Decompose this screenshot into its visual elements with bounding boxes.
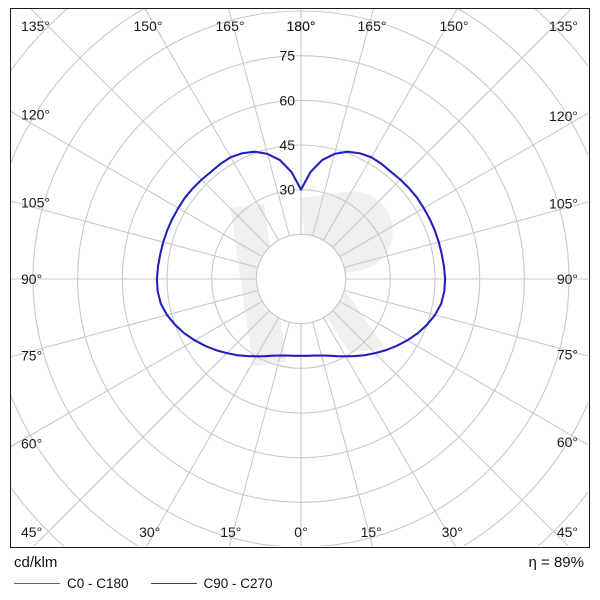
angle-tick-label: 180° — [287, 18, 316, 34]
angle-tick-label: 150° — [440, 18, 469, 34]
unit-label: cd/klm — [14, 554, 58, 571]
legend-item-c90-c270[interactable]: C90 - C270 — [150, 576, 273, 591]
legend: cd/klm η = 89% C0 - C180 C90 - C270 — [0, 552, 600, 600]
angle-tick-label: 15° — [361, 524, 382, 540]
angle-tick-label: 75° — [557, 347, 578, 363]
legend-swatch-c0-c180 — [14, 583, 60, 584]
angle-tick-label: 120° — [549, 108, 578, 124]
angle-tick-label: 45° — [557, 524, 578, 540]
angle-tick-label: 90° — [21, 271, 42, 287]
axis-labels: 75 60 45 30 180° 165° 150° 135° 120° 105° 90° 75° 60… — [21, 18, 578, 540]
angle-tick-label: 60° — [21, 436, 42, 452]
angle-tick-label: 0° — [294, 524, 307, 540]
angle-tick-label: 30° — [442, 524, 463, 540]
angle-tick-label: 135° — [21, 18, 50, 34]
angle-tick-label: 75° — [21, 347, 42, 363]
angle-tick-label: 135° — [549, 18, 578, 34]
legend-label-c90-c270: C90 - C270 — [203, 576, 273, 591]
angle-tick-label: 165° — [216, 18, 245, 34]
angle-tick-label: 30° — [139, 524, 160, 540]
polar-plot-svg: 75 60 45 30 180° 165° 150° 135° 120° 105° 90° 75° 60… — [11, 9, 588, 546]
legend-label-c0-c180: C0 - C180 — [67, 576, 129, 591]
angle-tick-label: 120° — [21, 106, 50, 122]
angle-tick-label: 165° — [358, 18, 387, 34]
radial-tick-label: 45 — [279, 137, 295, 153]
radial-tick-label: 60 — [279, 92, 295, 108]
radial-tick-label: 75 — [279, 48, 295, 64]
angle-tick-label: 105° — [549, 195, 578, 211]
angle-tick-label: 15° — [220, 524, 241, 540]
efficiency-label: η = 89% — [528, 554, 584, 571]
legend-entries: C0 - C180 C90 - C270 — [14, 576, 295, 591]
legend-item-c0-c180[interactable]: C0 - C180 — [14, 576, 129, 591]
polar-plot-area: 75 60 45 30 180° 165° 150° 135° 120° 105° 90° 75° 60… — [10, 8, 590, 548]
angle-tick-label: 45° — [21, 524, 42, 540]
angle-tick-label: 105° — [21, 195, 50, 211]
angle-tick-label: 90° — [557, 271, 578, 287]
legend-swatch-c90-c270 — [150, 583, 197, 584]
angle-tick-label: 60° — [557, 434, 578, 450]
angle-tick-label: 180° — [287, 18, 316, 34]
polar-grid — [11, 9, 588, 546]
angle-tick-label: 150° — [134, 18, 163, 34]
intensity-curves — [155, 150, 447, 358]
radial-tick-label: 30 — [279, 182, 295, 198]
